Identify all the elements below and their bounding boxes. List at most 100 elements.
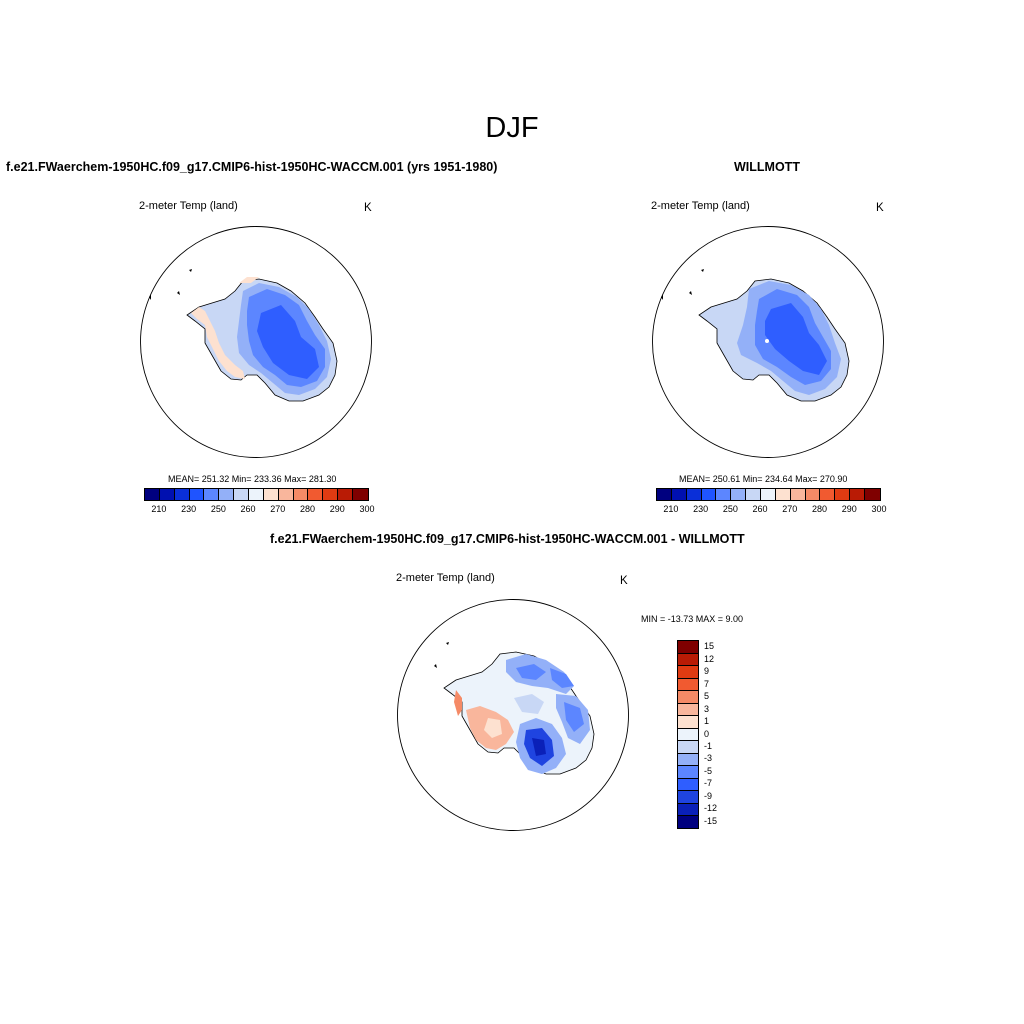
cool-region <box>550 668 574 688</box>
obs-variable-label: 2-meter Temp (land) <box>651 200 750 212</box>
colorbar-swatch <box>865 489 880 500</box>
diff-units-label: K <box>620 575 628 587</box>
colorbar-swatch <box>293 489 309 500</box>
island <box>177 291 180 295</box>
colorbar-tick-label: 230 <box>693 504 709 514</box>
map-boundary-circle <box>140 226 372 458</box>
warm-region <box>454 690 462 716</box>
model-units-label: K <box>364 202 372 214</box>
diff-polar-map <box>397 599 629 831</box>
colorbar-tick-label: -9 <box>704 790 713 801</box>
island <box>701 269 704 272</box>
colorbar-tick-label: 260 <box>752 504 768 514</box>
colorbar-swatch <box>678 641 698 654</box>
colorbar-tick-label: 270 <box>270 504 286 514</box>
colorbar-tick-label: 3 <box>704 703 710 714</box>
cool-region <box>516 664 546 680</box>
colorbar-swatch <box>678 778 698 792</box>
colorbar-tick-label: 280 <box>300 504 316 514</box>
colorbar-swatch <box>678 741 698 754</box>
colorbar-swatch <box>678 666 698 679</box>
colorbar-tick-label: 12 <box>704 653 715 664</box>
colorbar-tick-label: 260 <box>240 504 256 514</box>
cool-region <box>564 702 584 732</box>
colorbar-tick-label: 1 <box>704 716 710 727</box>
obs-colorbar <box>656 488 881 501</box>
colorbar-swatch <box>159 489 175 500</box>
model-panel-title: f.e21.FWaerchem-1950HC.f09_g17.CMIP6-his… <box>6 160 498 174</box>
colorbar-swatch <box>761 489 776 500</box>
island <box>189 269 192 272</box>
colorbar-tick-label: 280 <box>812 504 828 514</box>
diff-colorbar <box>677 640 699 829</box>
island <box>149 295 151 300</box>
colorbar-swatch <box>850 489 866 500</box>
colorbar-swatch <box>174 489 190 500</box>
colorbar-swatch <box>234 489 250 500</box>
colorbar-swatch <box>338 489 354 500</box>
colorbar-swatch <box>820 489 836 500</box>
colorbar-tick-label: 230 <box>181 504 197 514</box>
island <box>661 295 663 300</box>
colorbar-tick-label: 270 <box>782 504 798 514</box>
main-title: DJF <box>485 112 539 144</box>
diff-panel-title: f.e21.FWaerchem-1950HC.f09_g17.CMIP6-his… <box>270 532 745 546</box>
colorbar-swatch <box>145 489 160 500</box>
colorbar-tick-label: -15 <box>704 815 718 826</box>
cool-region <box>514 694 544 714</box>
colorbar-swatch <box>678 691 698 704</box>
colorbar-swatch <box>189 489 205 500</box>
model-colorbar-labels: 210 230 250 260 270 280 290 300 <box>144 504 374 516</box>
coldest-region <box>257 305 319 379</box>
colorbar-tick-label: 300 <box>871 504 887 514</box>
colorbar-tick-label: 300 <box>359 504 375 514</box>
colorbar-swatch <box>678 816 698 828</box>
colorbar-swatch <box>746 489 762 500</box>
colorbar-tick-label: 290 <box>329 504 345 514</box>
colorbar-tick-label: -3 <box>704 753 713 764</box>
colorbar-tick-label: 0 <box>704 728 710 739</box>
colorbar-swatch <box>678 766 698 779</box>
colorbar-swatch <box>204 489 220 500</box>
colorbar-swatch <box>678 653 698 667</box>
warm-region <box>484 718 502 738</box>
colorbar-swatch <box>686 489 702 500</box>
colorbar-swatch <box>678 803 698 817</box>
diff-colorbar-labels: 15 12 9 7 5 3 1 0 -1 -3 -5 -7 -9 -12 -15 <box>704 640 744 827</box>
colorbar-tick-label: -12 <box>704 803 718 814</box>
colorbar-swatch <box>775 489 791 500</box>
obs-stats: MEAN= 250.61 Min= 234.64 Max= 270.90 <box>679 474 848 484</box>
map-boundary-circle <box>397 599 629 831</box>
island <box>446 642 449 645</box>
colorbar-tick-label: 7 <box>704 678 710 689</box>
island <box>689 291 692 295</box>
map-boundary-circle <box>652 226 884 458</box>
colorbar-swatch <box>678 678 698 692</box>
colorbar-tick-label: -5 <box>704 765 713 776</box>
colorbar-swatch <box>701 489 717 500</box>
obs-panel-title: WILLMOTT <box>734 160 800 174</box>
colorbar-swatch <box>678 753 698 767</box>
obs-units-label: K <box>876 202 884 214</box>
colorbar-tick-label: -1 <box>704 740 713 751</box>
colorbar-tick-label: 15 <box>704 641 715 652</box>
colorbar-swatch <box>678 791 698 804</box>
colorbar-swatch <box>657 489 672 500</box>
coldest-region <box>765 303 827 375</box>
colorbar-swatch <box>678 716 698 729</box>
colorbar-tick-label: 290 <box>841 504 857 514</box>
colorbar-swatch <box>805 489 821 500</box>
model-variable-label: 2-meter Temp (land) <box>139 200 238 212</box>
colorbar-tick-label: 210 <box>151 504 167 514</box>
colorbar-swatch <box>678 728 698 742</box>
colorbar-swatch <box>308 489 324 500</box>
colorbar-swatch <box>731 489 747 500</box>
colorbar-tick-label: 250 <box>210 504 226 514</box>
colorbar-swatch <box>790 489 806 500</box>
model-colorbar <box>144 488 369 501</box>
missing-data-dot <box>765 339 769 343</box>
colorbar-swatch <box>278 489 294 500</box>
diff-stats: MIN = -13.73 MAX = 9.00 <box>641 614 744 624</box>
colorbar-swatch <box>219 489 235 500</box>
colorbar-tick-label: -7 <box>704 778 713 789</box>
